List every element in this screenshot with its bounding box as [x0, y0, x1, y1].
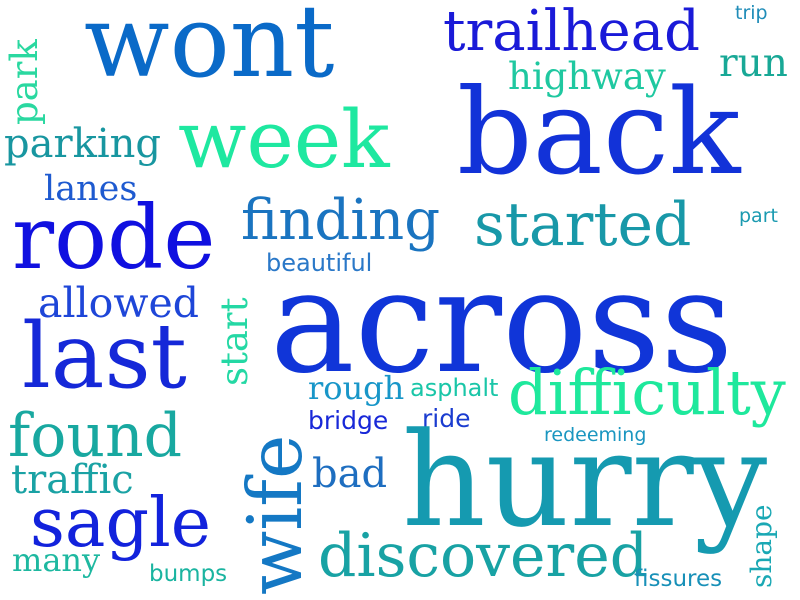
word-last: last	[22, 304, 187, 409]
word-started: started	[474, 190, 692, 260]
word-run: run	[719, 41, 788, 86]
word-difficulty: difficulty	[508, 356, 786, 429]
word-asphalt: asphalt	[410, 374, 499, 402]
word-parking: parking	[4, 121, 161, 167]
word-park: park	[3, 39, 46, 125]
word-ride: ride	[422, 404, 471, 433]
word-bumps: bumps	[149, 561, 228, 587]
word-fissures: fissures	[634, 566, 723, 592]
word-rough: rough	[308, 369, 405, 407]
word-found: found	[8, 401, 183, 471]
word-traffic: traffic	[11, 457, 134, 503]
word-hurry: hurry	[402, 404, 768, 556]
word-finding: finding	[241, 188, 441, 253]
word-allowed: allowed	[38, 279, 199, 327]
word-lanes: lanes	[44, 169, 138, 209]
word-many: many	[12, 541, 101, 579]
word-trip: trip	[735, 2, 768, 24]
word-part: part	[739, 205, 778, 227]
word-sagle: sagle	[30, 484, 211, 563]
word-week: week	[178, 93, 390, 186]
word-trailhead: trailhead	[443, 0, 700, 64]
word-start: start	[213, 297, 256, 386]
word-rode: rode	[12, 186, 216, 289]
word-bridge: bridge	[308, 406, 389, 435]
word-across: across	[270, 240, 734, 405]
word-discovered: discovered	[318, 521, 649, 591]
word-wont: wont	[84, 0, 335, 100]
word-highway: highway	[508, 55, 666, 98]
word-back: back	[457, 63, 741, 201]
word-beautiful: beautiful	[266, 249, 373, 277]
word-bad: bad	[312, 451, 388, 497]
word-wife: wife	[231, 434, 319, 595]
word-redeeming: redeeming	[544, 424, 647, 446]
word-shape: shape	[745, 504, 778, 588]
